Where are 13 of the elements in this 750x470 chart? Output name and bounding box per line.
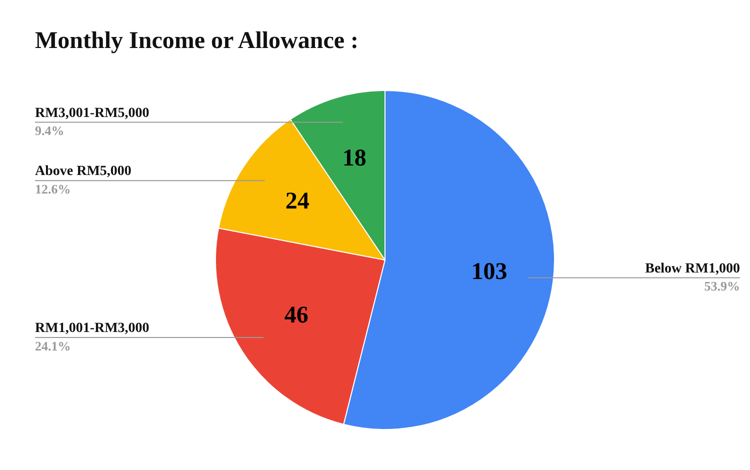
slice-label: Below RM1,000	[645, 261, 740, 276]
text: 9.4%	[35, 123, 64, 138]
slice-label: RM1,001-RM3,000	[35, 321, 150, 336]
slice-label: Above RM5,000	[35, 164, 132, 180]
slice-label: RM3,001-RM5,000	[35, 106, 150, 121]
data-label: 103	[471, 259, 508, 286]
data-label: 46	[284, 302, 308, 329]
text: 24.1%	[35, 338, 71, 354]
text: 12.6%	[35, 181, 71, 196]
text: 53.9%	[704, 278, 740, 294]
chart-title: Monthly Income or Allowance :	[35, 28, 359, 55]
data-label: 24	[285, 188, 310, 214]
data-label: 18	[342, 146, 366, 172]
